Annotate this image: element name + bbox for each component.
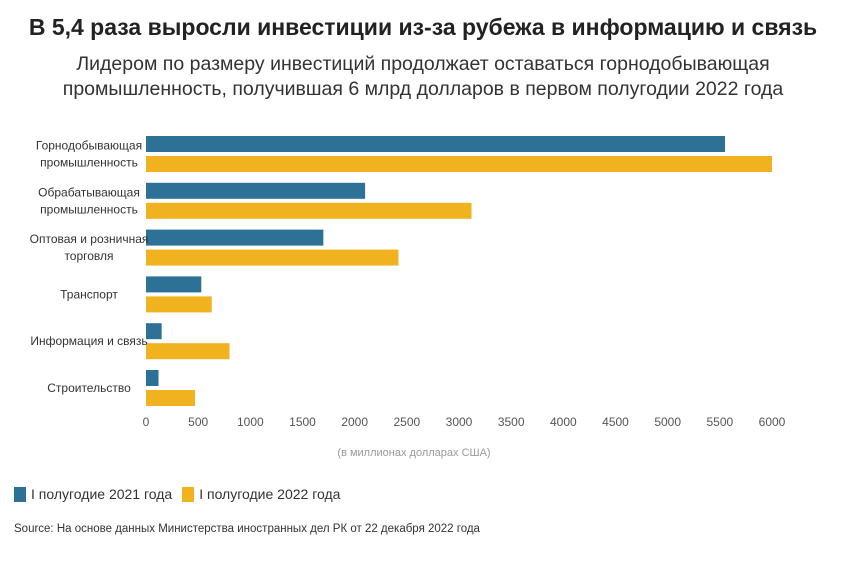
x-tick-label-2500: 2500 bbox=[393, 415, 420, 429]
category-label-5: Строительство bbox=[47, 381, 131, 395]
x-tick-label-500: 500 bbox=[188, 415, 208, 429]
x-tick-label-2000: 2000 bbox=[341, 415, 368, 429]
bar-2022-0 bbox=[146, 156, 772, 172]
bar-2022-5 bbox=[146, 390, 196, 406]
chart-subtitle: Лидером по размеру инвестиций продолжает… bbox=[0, 52, 846, 102]
bar-2021-0 bbox=[146, 136, 726, 152]
x-tick-label-3000: 3000 bbox=[446, 415, 473, 429]
bar-2021-2 bbox=[146, 229, 324, 246]
x-tick-label-5500: 5500 bbox=[706, 415, 733, 429]
x-tick-label-3500: 3500 bbox=[498, 415, 525, 429]
legend-label-2021: I полугодие 2021 года bbox=[31, 486, 173, 502]
legend-item-2022: I полугодие 2022 года bbox=[182, 486, 340, 502]
bar-chart: Горнодобывающая промышленность Обрабатываю… bbox=[30, 136, 786, 459]
bar-2022-3 bbox=[146, 296, 212, 313]
subtitle-line-1: Лидером по размеру инвестиций продолжает… bbox=[76, 53, 770, 75]
bar-2022-1 bbox=[146, 202, 472, 219]
category-label-4: Информация и связь bbox=[30, 334, 147, 348]
bar-2021-1 bbox=[146, 182, 366, 199]
legend-label-2022: I полугодие 2022 года bbox=[199, 486, 341, 502]
bar-2022-4 bbox=[146, 343, 230, 360]
category-label-2-line-0: Оптовая и розничная bbox=[30, 232, 149, 246]
category-label-1-line-1: промышленность bbox=[40, 202, 138, 216]
x-tick-label-1500: 1500 bbox=[289, 415, 316, 429]
x-tick-label-4500: 4500 bbox=[602, 415, 629, 429]
source-note: Source: На основе данных Министерства ин… bbox=[14, 523, 480, 535]
x-tick-label-1000: 1000 bbox=[237, 415, 264, 429]
x-tick-label-5000: 5000 bbox=[654, 415, 681, 429]
category-label-2-line-1: торговля bbox=[64, 249, 113, 263]
category-label-3: Транспорт bbox=[60, 287, 118, 301]
category-label-0-line-1: промышленность bbox=[40, 156, 138, 170]
legend: I полугодие 2021 года I полугодие 2022 г… bbox=[14, 486, 350, 502]
bar-2022-2 bbox=[146, 249, 399, 266]
bar-2021-5 bbox=[146, 370, 159, 386]
x-axis-unit-label: (в миллионах долларах США) bbox=[337, 447, 490, 459]
bar-2021-4 bbox=[146, 323, 162, 340]
x-tick-label-0: 0 bbox=[143, 415, 150, 429]
bar-2021-3 bbox=[146, 276, 202, 293]
subtitle-line-2: промышленность, получившая 6 млрд доллар… bbox=[62, 78, 784, 100]
x-tick-label-6000: 6000 bbox=[759, 415, 786, 429]
category-label-0-line-0: Горнодобывающая bbox=[36, 139, 142, 153]
category-label-1-line-0: Обрабатывающая bbox=[38, 185, 140, 199]
chart-title: В 5,4 раза выросли инвестиции из-за рубе… bbox=[28, 14, 818, 40]
legend-item-2021: I полугодие 2021 года bbox=[14, 486, 172, 502]
x-tick-label-4000: 4000 bbox=[550, 415, 577, 429]
legend-swatch-2021 bbox=[14, 486, 26, 502]
legend-swatch-2022 bbox=[182, 486, 195, 502]
